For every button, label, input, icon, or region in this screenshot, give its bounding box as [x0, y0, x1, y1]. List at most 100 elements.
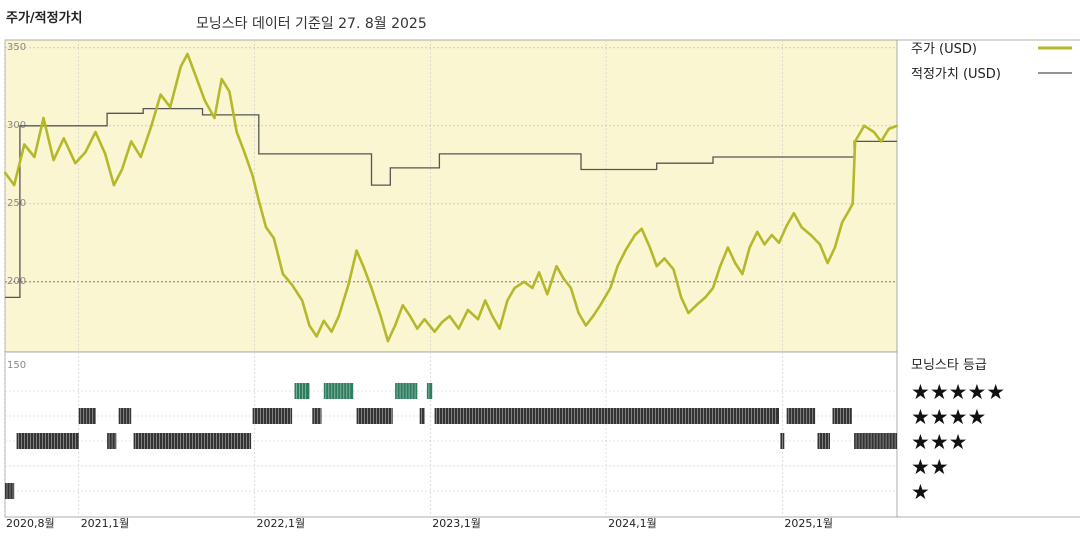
- price-point: [62, 137, 65, 140]
- rating-level-label: ★★: [911, 455, 949, 479]
- rating-segment-5-star: [323, 383, 354, 399]
- price-point: [362, 265, 365, 268]
- y-tick-label: 350: [7, 42, 26, 53]
- price-point: [562, 277, 565, 280]
- price-point: [854, 140, 857, 143]
- rating-segment-5-star: [395, 383, 418, 399]
- price-point: [498, 327, 501, 330]
- price-point: [826, 262, 829, 265]
- rating-segment-5-star: [294, 383, 310, 399]
- rating-segment-4-star: [434, 408, 779, 424]
- price-point: [624, 249, 627, 252]
- price-point: [818, 243, 822, 246]
- price-point: [23, 143, 26, 146]
- rating-segment-3-star: [107, 433, 117, 449]
- price-point: [94, 130, 97, 134]
- rating-segment-4-star: [419, 408, 425, 424]
- price-point: [726, 246, 730, 249]
- price-point: [513, 286, 516, 290]
- y-tick-label: 150: [7, 360, 26, 371]
- price-point: [186, 52, 189, 56]
- price-point: [251, 174, 254, 177]
- price-point: [648, 246, 652, 249]
- price-point: [379, 315, 382, 318]
- rating-star-labels: ★★★★★★★★★★★★★★★: [911, 380, 1005, 504]
- price-point: [308, 324, 311, 327]
- price-point: [546, 293, 549, 296]
- price-point: [440, 321, 443, 324]
- price-point: [235, 130, 238, 134]
- rating-segment-4-star: [78, 408, 96, 424]
- rating-segment-3-star: [133, 433, 252, 449]
- price-point: [409, 315, 412, 318]
- rating-segment-1-star: [5, 483, 15, 499]
- rating-level-label: ★★★: [911, 430, 967, 454]
- price-point: [13, 184, 16, 187]
- price-point: [523, 280, 526, 283]
- price-point: [194, 74, 197, 77]
- price-point: [763, 243, 766, 246]
- price-point: [228, 90, 231, 93]
- rating-segment-3-star: [16, 433, 79, 449]
- price-point: [476, 318, 480, 321]
- price-point: [777, 241, 781, 244]
- rating-segment-4-star: [832, 408, 852, 424]
- price-point: [616, 265, 619, 268]
- x-tick-label: 2024,1월: [608, 517, 657, 530]
- price-point: [800, 226, 803, 229]
- legend: 주가 (USD) 적정가치 (USD) 모닝스타 등급: [911, 42, 1072, 373]
- price-point: [272, 237, 275, 240]
- y-tick-label: 250: [7, 198, 26, 209]
- price-plot-background: [4, 39, 898, 353]
- price-point: [609, 286, 612, 290]
- legend-fair-value-label: 적정가치 (USD): [911, 67, 1001, 82]
- y-axis-ticks: 350 300 250 200 150: [7, 42, 26, 371]
- rating-level-label: ★★★★★: [911, 380, 1005, 404]
- y-tick-label: 300: [7, 120, 26, 131]
- price-point: [719, 265, 722, 268]
- price-point: [672, 268, 675, 271]
- x-tick-label: 2021,1월: [81, 517, 130, 530]
- legend-price-label: 주가 (USD): [911, 42, 977, 57]
- price-point: [833, 246, 837, 249]
- price-point: [112, 184, 115, 187]
- price-point: [484, 299, 487, 302]
- price-point: [203, 99, 206, 102]
- price-point: [655, 265, 658, 268]
- price-point: [401, 304, 404, 307]
- price-point: [887, 127, 890, 130]
- rating-bands: [5, 383, 897, 499]
- x-tick-label: 2020,8월: [6, 517, 55, 530]
- price-point: [3, 171, 7, 174]
- price-point: [599, 304, 602, 307]
- price-point: [159, 93, 162, 96]
- price-point: [848, 208, 851, 212]
- price-point: [179, 65, 182, 68]
- price-point: [895, 124, 899, 127]
- rating-segment-4-star: [118, 408, 132, 424]
- fair-value-line: [5, 107, 897, 299]
- price-point: [52, 159, 55, 162]
- price-point: [33, 155, 36, 159]
- price-point: [213, 116, 216, 120]
- price-point: [734, 262, 737, 265]
- price-point: [386, 340, 389, 343]
- price-point: [640, 227, 643, 230]
- price-point: [697, 302, 700, 305]
- price-point: [242, 149, 245, 152]
- price-point: [264, 226, 268, 229]
- price-point: [220, 77, 223, 81]
- price-point: [301, 299, 304, 302]
- price-point: [423, 318, 426, 321]
- price-point: [569, 286, 573, 290]
- rating-segment-4-star: [312, 408, 322, 424]
- price-point: [291, 283, 294, 286]
- price-point: [851, 202, 854, 205]
- rating-segment-3-star: [780, 433, 785, 449]
- price-point: [394, 324, 397, 327]
- price-point: [281, 272, 284, 276]
- price-point: [466, 308, 469, 311]
- rating-segment-3-star: [854, 433, 897, 449]
- fair-value-series: [5, 107, 897, 299]
- price-point: [322, 319, 325, 322]
